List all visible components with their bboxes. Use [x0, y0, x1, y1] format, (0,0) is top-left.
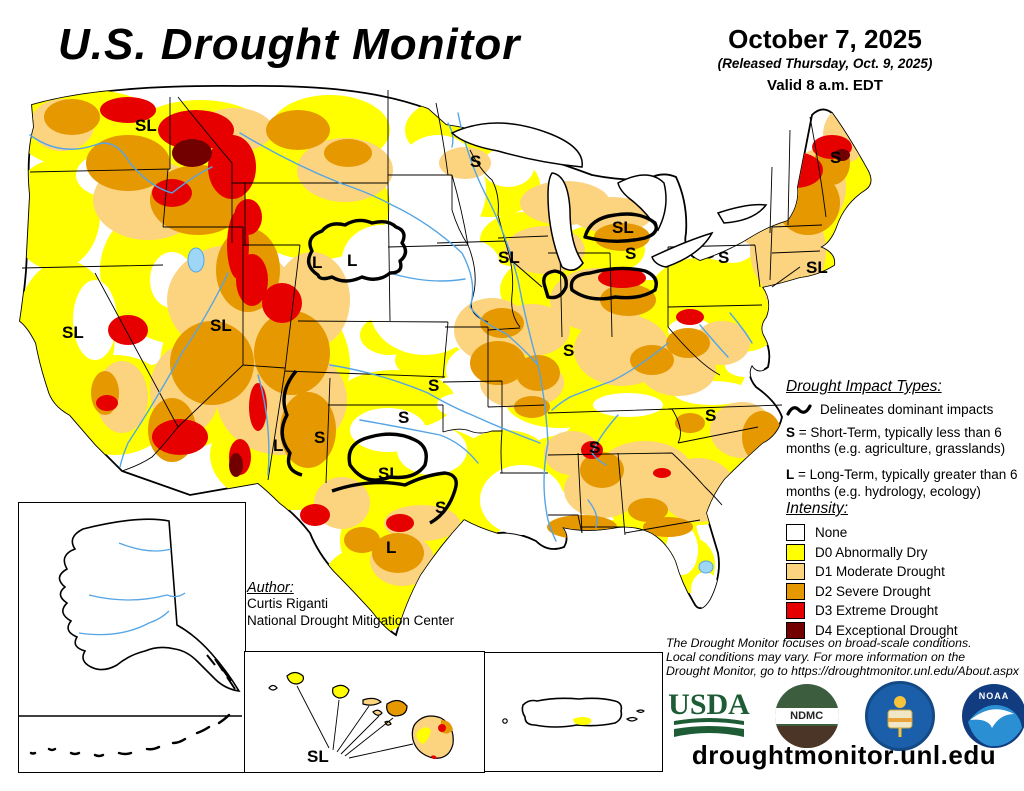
- intensity-legend-row: None: [786, 524, 1024, 541]
- impact-type-label: S: [470, 152, 481, 171]
- intensity-heading: Intensity:: [786, 500, 849, 517]
- rivers: [29, 112, 753, 574]
- usda-swoosh: [674, 718, 744, 737]
- intensity-label: D3 Extreme Drought: [815, 603, 939, 618]
- intensity-label: D0 Abnormally Dry: [815, 544, 928, 560]
- state-borders: [21, 90, 827, 536]
- valid-time: Valid 8 a.m. EDT: [767, 77, 883, 95]
- impact-type-label: L: [386, 538, 396, 557]
- commerce-logo: [865, 681, 936, 751]
- intensity-rows: None D0 Abnormally Dry D1 Moderate Drought…: [786, 524, 1024, 639]
- alaska-map: [19, 518, 242, 758]
- puerto-rico-map: [502, 697, 645, 728]
- intensity-legend-row: D1 Moderate Drought: [786, 563, 1024, 580]
- date-block: October 7, 2025 (Released Thursday, Oct.…: [660, 24, 990, 95]
- intensity-legend-row: D3 Extreme Drought: [786, 602, 1024, 619]
- noaa-bird-icon: [967, 705, 1022, 747]
- release-date: (Released Thursday, Oct. 9, 2025): [717, 56, 933, 72]
- intensity-label: None: [815, 525, 848, 540]
- impact-type-label: L: [312, 253, 322, 272]
- delineates-text: Delineates dominant impacts: [820, 402, 994, 417]
- puerto-rico-inset: [484, 652, 663, 772]
- delineation-squiggle-icon: [786, 403, 812, 416]
- d4-layer: [172, 139, 850, 477]
- author-org: National Drought Mitigation Center: [247, 612, 455, 628]
- intensity-swatch: [786, 524, 805, 541]
- impact-type-label: S: [435, 498, 446, 517]
- intensity-label: D1 Moderate Drought: [815, 564, 945, 579]
- noaa-logo: NOAA: [961, 684, 1024, 748]
- impact-type-label: SL: [498, 248, 520, 267]
- impact-types-heading: Drought Impact Types:: [786, 378, 942, 395]
- impact-type-label: SL: [135, 116, 157, 135]
- author-heading: Author:: [247, 580, 294, 596]
- disclaimer-text: The Drought Monitor focuses on broad-sca…: [666, 636, 1019, 678]
- impact-type-label: L: [273, 436, 283, 455]
- impact-type-label: S: [705, 406, 716, 425]
- logo-row: USDA NDMC NOAA: [668, 681, 1024, 751]
- hawaii-impact-label: SL: [307, 747, 329, 766]
- impact-type-label: SL: [378, 464, 400, 483]
- impact-type-label: S: [718, 248, 729, 267]
- impact-type-label: SL: [210, 316, 232, 335]
- intensity-swatch: [786, 582, 805, 600]
- intensity-legend-row: D0 Abnormally Dry: [786, 543, 1024, 561]
- intensity-swatch: [786, 602, 805, 619]
- long-term-definition: L = Long-Term, typically greater than 6 …: [786, 467, 1018, 499]
- hawaii-inset: SL: [244, 651, 485, 773]
- impact-type-label: S: [398, 408, 409, 427]
- intensity-swatch: [786, 543, 805, 561]
- hawaii-map: SL: [268, 671, 454, 766]
- great-lakes: [450, 122, 768, 271]
- label-leader-lines: [511, 260, 801, 288]
- impact-type-label: L: [347, 251, 357, 270]
- impact-type-label: S: [563, 341, 574, 360]
- intensity-legend-row: D2 Severe Drought: [786, 582, 1024, 600]
- impact-type-label: S: [428, 376, 439, 395]
- droughtmonitor-url[interactable]: droughtmonitor.unl.edu: [691, 740, 997, 770]
- impact-delineation-outlines: [280, 212, 658, 525]
- impact-type-label: S: [314, 428, 325, 447]
- intensity-swatch: [786, 621, 805, 639]
- impact-type-label: SL: [62, 323, 84, 342]
- map-date: October 7, 2025: [728, 24, 922, 54]
- author-name: Curtis Riganti: [247, 596, 329, 611]
- alaska-inset: [18, 502, 246, 773]
- impact-types-panel: Drought Impact Types: Delineates dominan…: [786, 378, 1024, 510]
- impact-type-label: SL: [612, 218, 634, 237]
- usda-logo: USDA: [668, 686, 750, 746]
- page-title: U.S. Drought Monitor: [58, 20, 521, 69]
- impact-type-label: S: [589, 438, 600, 457]
- intensity-label: D2 Severe Drought: [815, 583, 931, 599]
- impact-type-label: S: [625, 244, 636, 263]
- author-panel: Author: Curtis Riganti National Drought …: [247, 580, 477, 630]
- short-term-definition: S = Short-Term, typically less than 6 mo…: [786, 425, 1006, 457]
- intensity-swatch: [786, 563, 805, 580]
- impact-type-label: S: [830, 148, 841, 167]
- commerce-eagle-icon: [887, 696, 913, 737]
- intensity-legend: Intensity: None D0 Abnormally Dry D1 Moder…: [786, 500, 1024, 641]
- impact-type-label: SL: [806, 258, 828, 277]
- intensity-label: D4 Exceptional Drought: [815, 622, 958, 638]
- intensity-legend-row: D4 Exceptional Drought: [786, 621, 1024, 639]
- ndmc-logo: NDMC: [774, 684, 839, 748]
